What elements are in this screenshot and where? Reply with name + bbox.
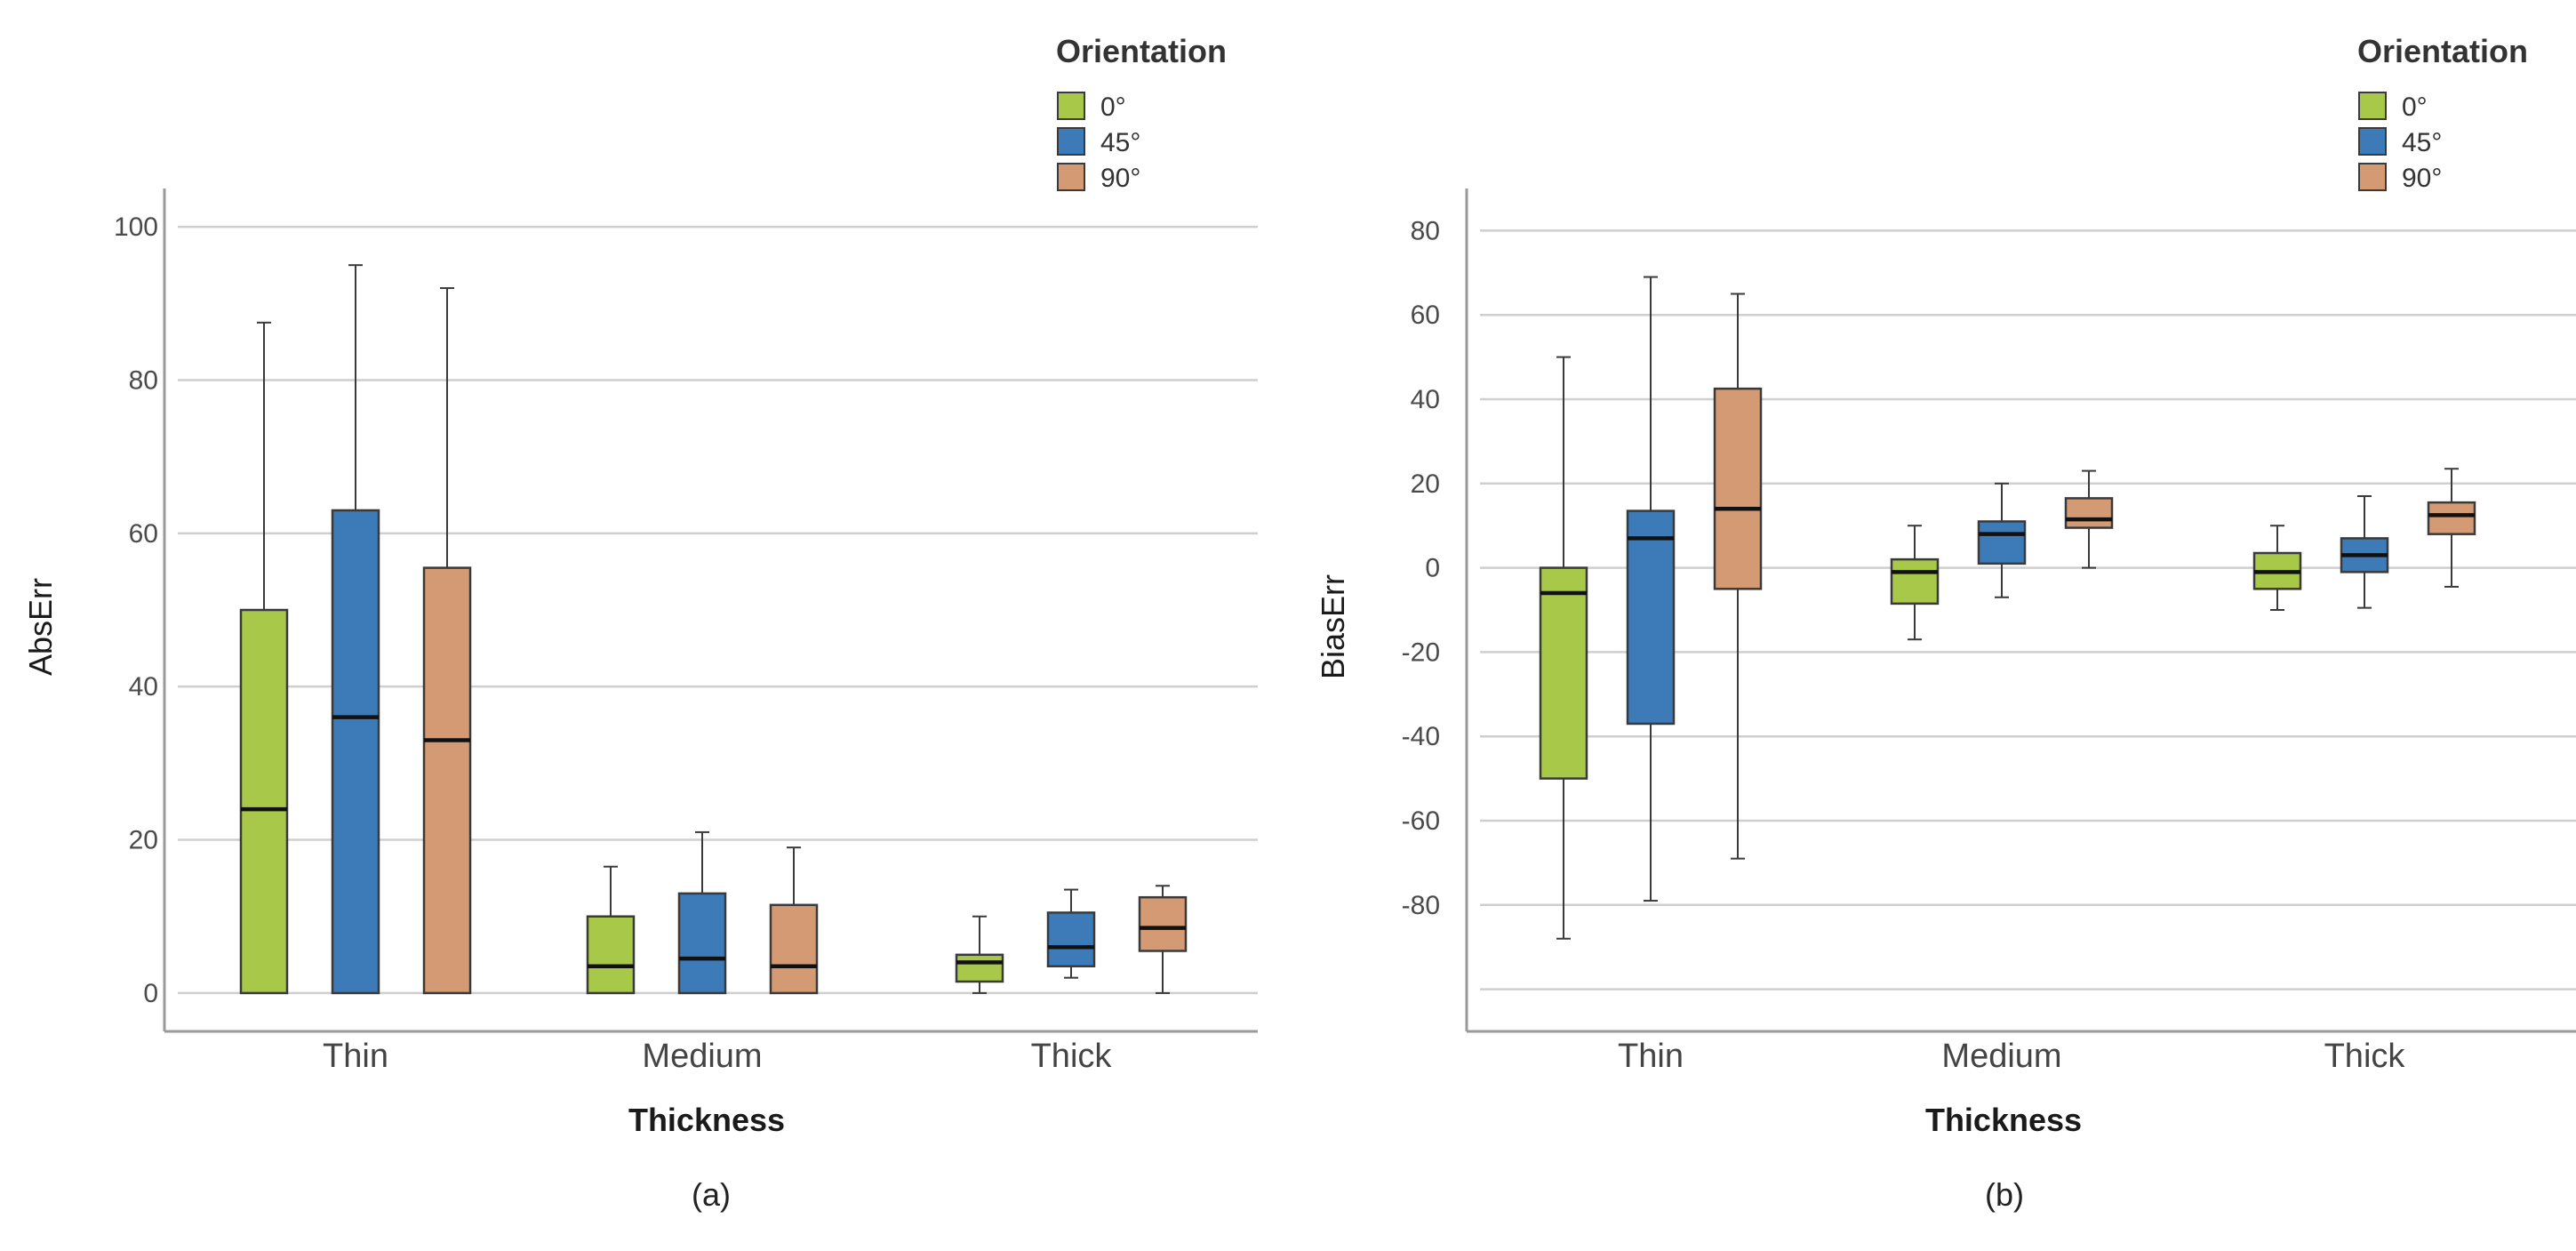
iqr-box — [1046, 911, 1096, 967]
box-45deg-thick — [2340, 495, 2389, 609]
legend-swatch — [1057, 127, 1085, 156]
y-tick-label: 100 — [114, 213, 158, 242]
iqr-box — [586, 915, 636, 995]
y-tick-label: -60 — [1402, 806, 1440, 836]
x-axis-title: Thickness — [1925, 1102, 2082, 1138]
y-tick-label: 20 — [129, 826, 158, 855]
iqr-box — [955, 953, 1004, 983]
iqr-box — [2427, 501, 2476, 535]
x-tick-label: Medium — [642, 1038, 762, 1075]
panel-caption: (a) — [692, 1176, 731, 1213]
box-90deg-thin — [422, 287, 472, 995]
box-0deg-thin — [239, 321, 289, 995]
box-45deg-thin — [331, 264, 380, 995]
legend-label: 0° — [2402, 92, 2428, 122]
y-tick-label: 0 — [143, 979, 158, 1008]
x-tick-label: Thick — [1031, 1038, 1113, 1075]
box-0deg-thin — [1539, 356, 1588, 940]
y-tick-label: 60 — [1411, 301, 1440, 330]
x-tick-label: Thin — [1618, 1038, 1684, 1075]
box-0deg-thick — [955, 915, 1004, 994]
y-tick-label: 80 — [1411, 216, 1440, 245]
y-tick-label: 60 — [129, 519, 158, 549]
y-tick-label: 40 — [129, 672, 158, 702]
iqr-box — [331, 509, 380, 995]
y-tick-label: -20 — [1402, 638, 1440, 667]
panel-b: 80 60 40 20 0 -20 -40 -60 -80 Thin Medium Thick Bias… — [1315, 33, 2576, 1213]
iqr-box — [239, 608, 289, 995]
y-tick-label: 0 — [1425, 554, 1440, 583]
iqr-box — [1539, 566, 1588, 780]
x-tick-label: Thick — [2324, 1038, 2406, 1075]
iqr-box — [677, 892, 727, 995]
y-tick-label: 20 — [1411, 469, 1440, 499]
legend-label: 45° — [2402, 128, 2442, 157]
box-0deg-medium — [1890, 525, 1940, 641]
iqr-box — [1890, 557, 1940, 605]
box-0deg-thick — [2252, 525, 2302, 611]
x-axis-title: Thickness — [628, 1102, 785, 1138]
panel-a: 0 20 40 60 80 100 Thin Medium Thick AbsErr Thickne… — [22, 33, 1258, 1213]
y-axis-title: AbsErr — [22, 578, 59, 676]
box-90deg-thin — [1713, 293, 1763, 860]
box-90deg-thick — [2427, 468, 2476, 588]
box-45deg-thin — [1626, 276, 1676, 902]
y-tick-label: 40 — [1411, 385, 1440, 414]
legend-label: 90° — [2402, 164, 2442, 193]
iqr-box — [1138, 895, 1188, 952]
iqr-box — [1713, 387, 1763, 590]
y-tick-label: -80 — [1402, 891, 1440, 920]
legend-title: Orientation — [1056, 33, 1227, 69]
legend: Orientation 0° 45° 90° — [2357, 33, 2528, 193]
iqr-box — [1977, 520, 2027, 565]
legend-label: 45° — [1100, 128, 1140, 157]
box-45deg-medium — [1977, 482, 2027, 598]
iqr-box — [1626, 509, 1676, 726]
box-45deg-medium — [677, 830, 727, 995]
y-axis-title: BiasErr — [1315, 574, 1351, 679]
box-90deg-thick — [1138, 885, 1188, 994]
legend-swatch — [2358, 127, 2387, 156]
legend-swatch — [2358, 163, 2387, 191]
legend-label: 90° — [1100, 164, 1140, 193]
y-tick-label: -40 — [1402, 722, 1440, 751]
x-tick-label: Medium — [1941, 1038, 2061, 1075]
box-90deg-medium — [769, 846, 819, 995]
legend-swatch — [1057, 163, 1085, 191]
iqr-box — [769, 903, 819, 995]
y-tick-label: 80 — [129, 365, 158, 395]
legend-title: Orientation — [2357, 33, 2528, 69]
legend-swatch — [2358, 92, 2387, 120]
iqr-box — [2064, 497, 2114, 529]
iqr-box — [422, 566, 472, 995]
legend-label: 0° — [1100, 92, 1126, 122]
panel-caption: (b) — [1985, 1176, 2024, 1213]
box-45deg-thick — [1046, 888, 1096, 979]
legend-swatch — [1057, 92, 1085, 120]
box-90deg-medium — [2064, 469, 2114, 569]
legend: Orientation 0° 45° 90° — [1056, 33, 1227, 193]
x-tick-label: Thin — [323, 1038, 388, 1075]
box-0deg-medium — [586, 865, 636, 995]
